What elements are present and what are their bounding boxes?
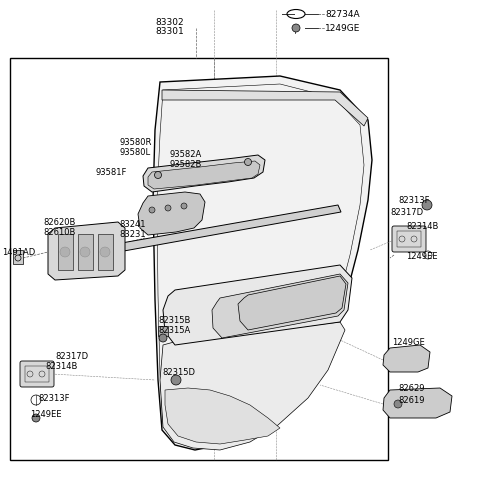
Text: 82734A: 82734A (325, 10, 360, 19)
Bar (58, 234, 73, 270)
Text: 1249GE: 1249GE (325, 24, 360, 33)
Text: 82620B: 82620B (43, 218, 75, 227)
Circle shape (60, 247, 70, 257)
Text: 82314B: 82314B (406, 222, 438, 231)
Polygon shape (138, 192, 205, 235)
Text: 82619: 82619 (398, 396, 424, 405)
Text: 1249GE: 1249GE (392, 338, 425, 347)
Bar (397, 231, 421, 247)
Polygon shape (383, 345, 430, 372)
Text: 1249EE: 1249EE (406, 252, 437, 261)
Polygon shape (160, 322, 345, 450)
Text: 82314B: 82314B (45, 362, 77, 371)
FancyBboxPatch shape (20, 361, 54, 387)
Text: 82610B: 82610B (43, 228, 75, 237)
Circle shape (181, 203, 187, 209)
Polygon shape (153, 76, 372, 450)
Text: 82317D: 82317D (390, 208, 423, 217)
Polygon shape (48, 222, 125, 280)
Circle shape (159, 334, 167, 342)
Text: 82313F: 82313F (38, 394, 70, 403)
Text: 82315D: 82315D (162, 368, 195, 377)
Circle shape (32, 414, 40, 422)
Circle shape (244, 159, 252, 165)
Circle shape (171, 375, 181, 385)
Text: 1491AD: 1491AD (2, 248, 35, 257)
Polygon shape (163, 265, 352, 345)
Polygon shape (383, 388, 452, 418)
Text: 93582A: 93582A (170, 150, 202, 159)
Text: 82317D: 82317D (55, 352, 88, 361)
Bar (158, 326, 168, 336)
Circle shape (165, 205, 171, 211)
Text: 83302: 83302 (156, 18, 184, 27)
Polygon shape (143, 155, 265, 192)
FancyBboxPatch shape (392, 226, 426, 252)
Text: 82315A: 82315A (158, 326, 190, 335)
Circle shape (155, 172, 161, 178)
Circle shape (100, 247, 110, 257)
Text: 93580R: 93580R (120, 138, 152, 147)
Bar (10, 58, 388, 460)
Circle shape (292, 24, 300, 32)
Circle shape (80, 247, 90, 257)
Text: 83241: 83241 (119, 220, 145, 229)
Text: 83231: 83231 (119, 230, 145, 239)
Polygon shape (238, 276, 346, 330)
Text: 1249EE: 1249EE (30, 410, 61, 419)
Circle shape (149, 207, 155, 213)
Bar (78, 234, 93, 270)
Polygon shape (162, 90, 368, 126)
Circle shape (422, 200, 432, 210)
Text: 82629: 82629 (398, 384, 424, 393)
Polygon shape (93, 205, 341, 256)
Bar (13, 250, 23, 264)
Text: 83301: 83301 (156, 27, 184, 36)
Text: 82315B: 82315B (158, 316, 191, 325)
Polygon shape (165, 388, 280, 444)
Text: 93582B: 93582B (170, 160, 203, 169)
Bar (98, 234, 113, 270)
Text: 93580L: 93580L (120, 148, 151, 157)
Polygon shape (148, 161, 260, 189)
Polygon shape (212, 274, 348, 338)
Text: 93581F: 93581F (95, 168, 126, 177)
Bar (25, 366, 49, 382)
Text: 82313F: 82313F (398, 196, 430, 205)
Circle shape (394, 400, 402, 408)
